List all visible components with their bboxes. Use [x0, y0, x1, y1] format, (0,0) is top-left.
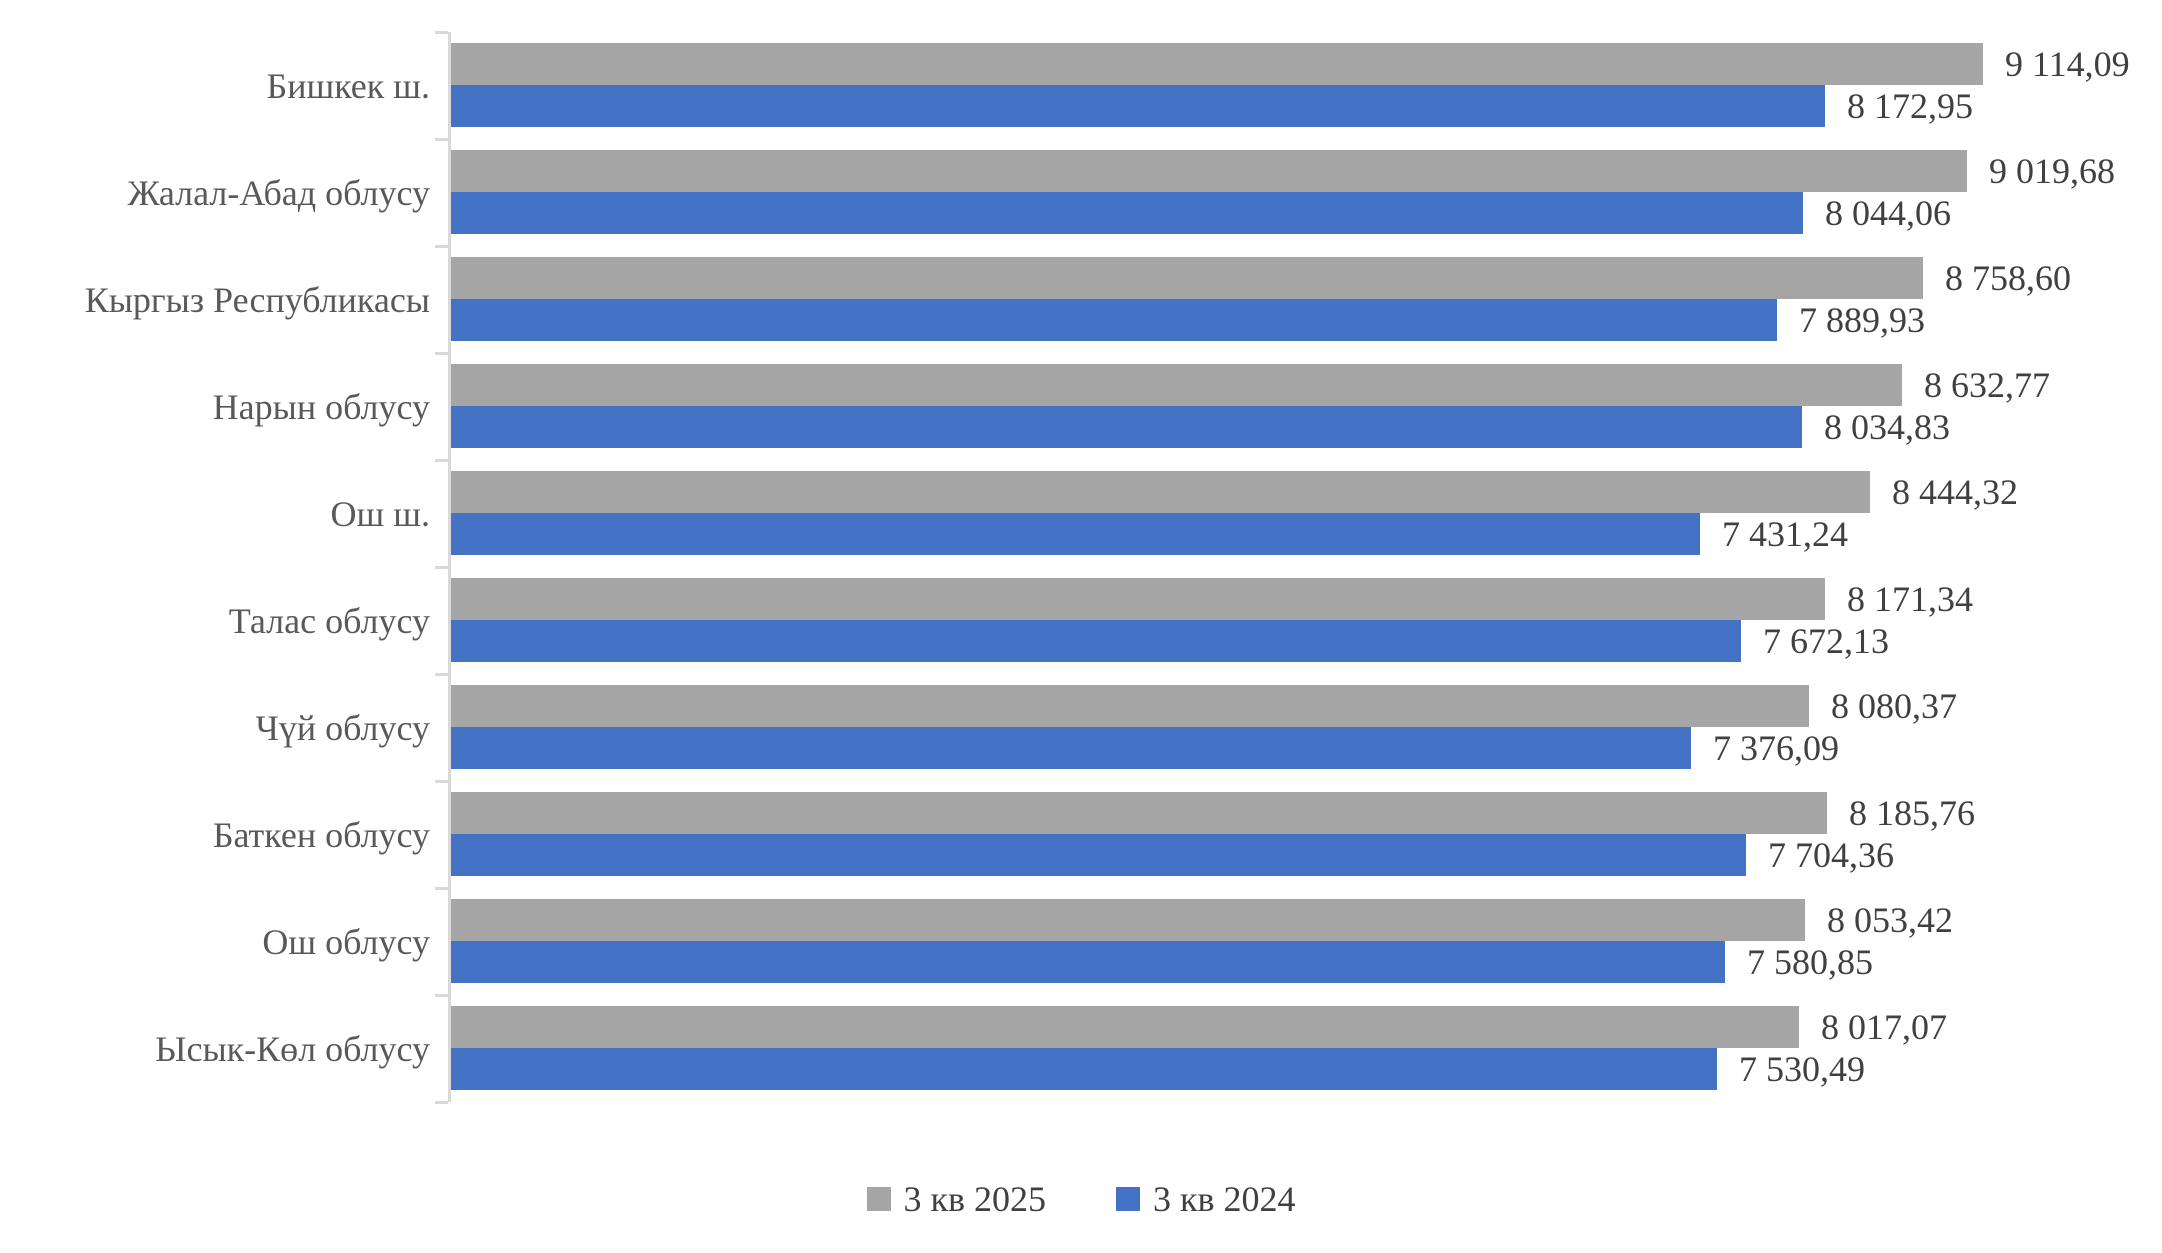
- bar-3kv2024: 7 672,13: [451, 620, 1889, 662]
- category-label: Чүй облусу: [255, 707, 430, 748]
- legend: 3 кв 2025 3 кв 2024: [0, 1178, 2162, 1220]
- axis-tick: [435, 566, 448, 569]
- axis-tick: [435, 138, 448, 141]
- bar-value-label: 9 114,09: [2005, 44, 2130, 84]
- bar-value-label: 8 034,83: [1824, 407, 1950, 447]
- bar-3kv2025: 8 185,76: [451, 792, 1975, 834]
- bar-value-label: 9 019,68: [1989, 151, 2115, 191]
- category-label: Бишкек ш.: [266, 65, 430, 106]
- category-label: Ош ш.: [330, 493, 430, 534]
- bar-value-label: 8 758,60: [1945, 258, 2071, 298]
- bar-value-label: 8 044,06: [1825, 193, 1951, 233]
- category-row: Нарын облусу 8 632,77 8 034,83: [213, 353, 2050, 460]
- legend-item-3kv2024: 3 кв 2024: [1116, 1178, 1296, 1220]
- bar-value-label: 8 171,34: [1847, 579, 1973, 619]
- axis-tick: [435, 245, 448, 248]
- legend-item-3kv2025: 3 кв 2025: [866, 1178, 1047, 1220]
- bar-3kv2025: 8 758,60: [451, 257, 2071, 299]
- bar-3kv2024: 7 704,36: [451, 834, 1894, 876]
- legend-swatch-icon: [1116, 1187, 1140, 1211]
- category-row: Ош облусу 8 053,42 7 580,85: [262, 888, 1983, 995]
- bar-value-label: 8 444,32: [1892, 472, 2018, 512]
- bar-value-label: 7 672,13: [1763, 621, 1889, 661]
- category-row: Бишкек ш. 9 114,09 8 172,95: [267, 32, 2130, 139]
- bar-3kv2024: 7 530,49: [451, 1048, 1865, 1090]
- bar-value-label: 8 172,95: [1847, 86, 1973, 126]
- category-label: Ысык-Көл облусу: [155, 1028, 430, 1069]
- category-row: Кыргыз Республикасы 8 758,60 7 889,93: [85, 246, 2071, 353]
- bar-value-label: 8 080,37: [1831, 686, 1957, 726]
- category-label: Кыргыз Республикасы: [84, 279, 430, 320]
- bar-value-label: 7 889,93: [1799, 300, 1925, 340]
- bar-3kv2025: 8 444,32: [451, 471, 2018, 513]
- axis-tick: [435, 31, 448, 34]
- category-label: Нарын облусу: [212, 386, 430, 427]
- bar-3kv2024: 7 580,85: [451, 941, 1873, 983]
- bar-3kv2025: 9 019,68: [451, 150, 2115, 192]
- bar-3kv2024: 7 376,09: [451, 727, 1839, 769]
- axis-tick: [435, 352, 448, 355]
- bar-3kv2025: 9 114,09: [451, 43, 2130, 85]
- legend-swatch-icon: [866, 1187, 891, 1211]
- category-label: Талас облусу: [228, 600, 430, 641]
- category-row: Чүй облусу 8 080,37 7 376,09: [255, 674, 1983, 781]
- category-label: Ош облусу: [262, 921, 430, 962]
- bar-3kv2024: 7 889,93: [451, 299, 1925, 341]
- axis-tick: [435, 994, 448, 997]
- category-row: Жалал-Абад облусу 9 019,68 8 044,06: [127, 139, 2115, 246]
- category-axis-line: [448, 32, 451, 1102]
- plot-area: Бишкек ш. 9 114,09 8 172,95 Жалал-Абад облу…: [85, 31, 2130, 1104]
- category-row: Баткен облусу 8 185,76 7 704,36: [213, 781, 1983, 888]
- axis-tick: [435, 673, 448, 676]
- bar-3kv2024: 8 034,83: [451, 406, 1950, 448]
- axis-tick: [435, 887, 448, 890]
- bar-3kv2024: 7 431,24: [451, 513, 1848, 555]
- bar-value-label: 8 185,76: [1849, 793, 1975, 833]
- legend-label: 3 кв 2025: [903, 1179, 1047, 1219]
- bar-3kv2025: 8 171,34: [451, 578, 1973, 620]
- bar-value-label: 7 580,85: [1747, 942, 1873, 982]
- category-row: Ысык-Көл облусу 8 017,07 7 530,49: [155, 995, 1983, 1102]
- axis-tick: [435, 1101, 448, 1104]
- category-label: Жалал-Абад облусу: [127, 172, 430, 213]
- category-label: Баткен облусу: [212, 814, 430, 855]
- bar-value-label: 8 053,42: [1827, 900, 1953, 940]
- category-row: Талас облусу 8 171,34 7 672,13: [229, 567, 1983, 674]
- axis-tick: [435, 780, 448, 783]
- legend-label: 3 кв 2024: [1153, 1179, 1296, 1219]
- bar-3kv2025: 8 053,42: [451, 899, 1953, 941]
- bar-3kv2025: 8 080,37: [451, 685, 1957, 727]
- bar-value-label: 7 704,36: [1768, 835, 1894, 875]
- bar-3kv2024: 8 172,95: [451, 85, 1973, 127]
- bar-value-label: 7 376,09: [1713, 728, 1839, 768]
- bar-3kv2025: 8 017,07: [451, 1006, 1947, 1048]
- bar-value-label: 8 017,07: [1821, 1007, 1947, 1047]
- bar-value-label: 7 530,49: [1739, 1049, 1865, 1089]
- bar-3kv2024: 8 044,06: [451, 192, 1951, 234]
- category-row: Ош ш. 8 444,32 7 431,24: [331, 460, 2018, 567]
- bar-3kv2025: 8 632,77: [451, 364, 2050, 406]
- axis-tick: [435, 459, 448, 462]
- bar-value-label: 8 632,77: [1924, 365, 2050, 405]
- bar-value-label: 7 431,24: [1722, 514, 1848, 554]
